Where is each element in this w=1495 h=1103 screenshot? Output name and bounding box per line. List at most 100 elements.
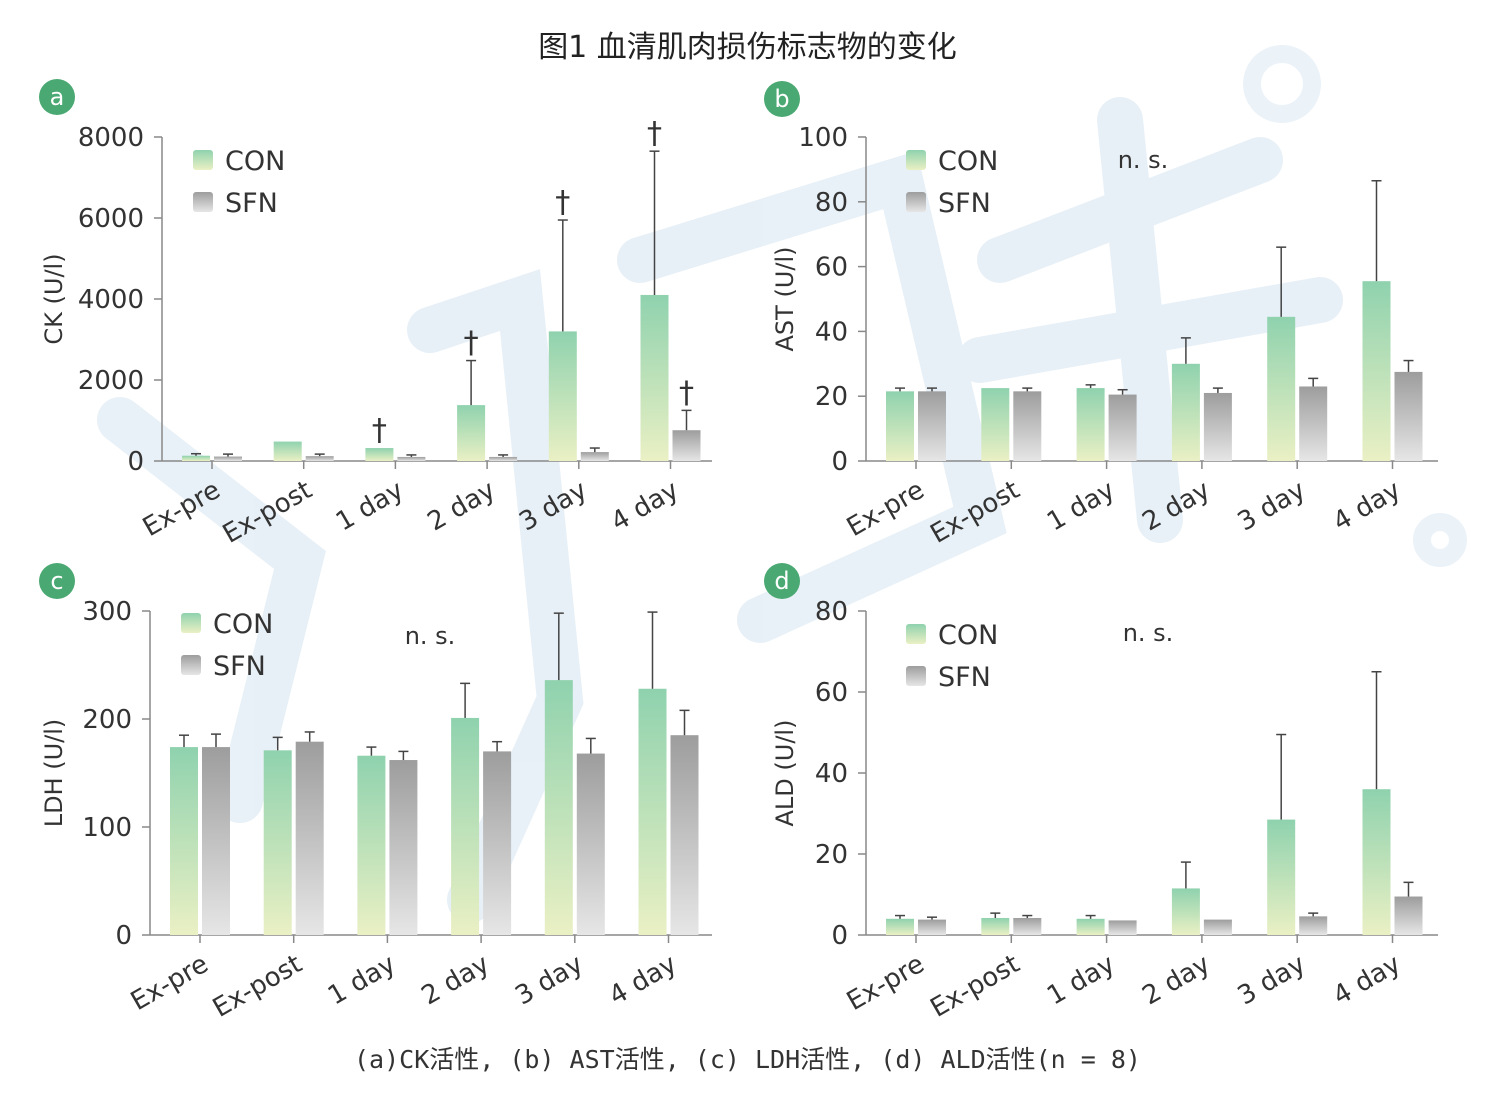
y-tick-label: 80 — [815, 597, 848, 627]
legend-swatch-sfn — [906, 666, 926, 686]
bar-con — [1362, 281, 1391, 461]
y-axis-label: CK (U/l) — [40, 253, 68, 344]
bar-con — [544, 680, 573, 935]
y-tick-label: 2000 — [78, 366, 144, 396]
panel-label: c — [50, 567, 63, 595]
y-tick-label: 60 — [815, 678, 848, 708]
panel-label-badge: c — [39, 563, 75, 599]
panel-label: b — [774, 85, 789, 113]
bar-sfn — [1013, 391, 1042, 461]
y-axis-label: AST (U/l) — [771, 247, 799, 352]
x-tick-label: 1 day — [1042, 949, 1120, 1011]
panel-badge-circle — [39, 79, 75, 115]
y-tick-label: 0 — [831, 447, 848, 477]
panel-label-badge: a — [39, 79, 75, 115]
y-axis-label: ALD (U/l) — [771, 720, 799, 827]
y-axis-label: LDH (U/l) — [40, 719, 68, 828]
bar-con — [182, 455, 210, 461]
significance-marker: † — [647, 116, 662, 151]
legend-label-sfn: SFN — [213, 651, 266, 682]
y-tick-label: 200 — [82, 705, 132, 735]
bar-con — [981, 917, 1010, 935]
y-tick-label: 60 — [815, 253, 848, 283]
bar-sfn — [489, 456, 518, 461]
figure-caption: (a)CK活性, (b) AST活性, (c) LDH活性, (d) ALD活性… — [353, 1045, 1141, 1074]
bar-con — [1171, 888, 1200, 935]
panel-badge-circle — [39, 563, 75, 599]
bar-sfn — [1299, 386, 1328, 461]
bar-sfn — [918, 391, 946, 461]
bar-con — [273, 441, 302, 461]
y-tick-label: 20 — [815, 840, 848, 870]
bar-con — [1076, 388, 1105, 461]
y-tick-label: 0 — [115, 921, 132, 951]
legend-swatch-con — [193, 150, 213, 170]
panel-label-badge: b — [764, 81, 800, 117]
bar-sfn — [670, 735, 699, 935]
bar-sfn — [1203, 919, 1232, 935]
bar-con — [357, 755, 386, 935]
x-tick-label: 4 day — [1328, 949, 1406, 1011]
bar-sfn — [1394, 896, 1423, 935]
panel-label-badge: d — [764, 563, 800, 599]
y-tick-label: 80 — [815, 188, 848, 218]
bar-con — [457, 405, 486, 461]
bar-sfn — [576, 753, 605, 935]
legend-swatch-con — [906, 150, 926, 170]
y-tick-label: 0 — [831, 921, 848, 951]
legend-swatch-con — [906, 624, 926, 644]
panel-label: a — [50, 83, 65, 111]
bar-sfn — [1203, 392, 1232, 461]
bar-con — [451, 717, 480, 935]
bar-con — [263, 750, 292, 935]
bar-con — [1267, 819, 1296, 935]
bar-sfn — [214, 456, 242, 461]
bar-sfn — [397, 456, 426, 461]
legend-swatch-con — [181, 613, 201, 633]
legend-swatch-sfn — [193, 192, 213, 212]
significance-marker: † — [372, 413, 387, 448]
y-tick-label: 40 — [815, 759, 848, 789]
x-tick-label: Ex-post — [925, 949, 1024, 1024]
y-tick-label: 0 — [127, 447, 144, 477]
panel-label: d — [774, 567, 789, 595]
bar-con — [638, 688, 667, 935]
legend-label-con: CON — [213, 609, 273, 640]
ns-annotation: n. s. — [1123, 619, 1174, 647]
y-tick-label: 4000 — [78, 285, 144, 315]
x-tick-label: 3 day — [1233, 949, 1311, 1011]
bar-sfn — [672, 430, 701, 461]
bar-sfn — [1394, 371, 1423, 461]
y-tick-label: 300 — [82, 597, 132, 627]
legend-label-con: CON — [225, 146, 285, 177]
ns-annotation: n. s. — [1118, 146, 1169, 174]
bar-sfn — [1108, 920, 1137, 935]
bar-con — [640, 294, 669, 461]
bar-sfn — [305, 456, 334, 461]
bar-sfn — [918, 919, 946, 935]
bar-sfn — [389, 760, 418, 935]
panel-badge-circle — [764, 563, 800, 599]
bar-con — [170, 747, 198, 935]
bar-sfn — [295, 741, 324, 935]
y-tick-label: 20 — [815, 382, 848, 412]
significance-marker: † — [464, 326, 479, 361]
y-tick-label: 6000 — [78, 204, 144, 234]
bar-con — [1076, 918, 1105, 935]
x-tick-label: Ex-pre — [842, 949, 930, 1017]
bar-con — [1171, 363, 1200, 461]
legend-label-sfn: SFN — [938, 662, 991, 693]
bar-sfn — [1108, 394, 1137, 461]
y-tick-label: 40 — [815, 317, 848, 347]
bar-con — [365, 448, 394, 461]
bar-con — [1267, 316, 1296, 461]
bar-con — [981, 388, 1010, 461]
y-tick-label: 100 — [798, 123, 848, 153]
bar-sfn — [483, 751, 512, 935]
bar-con — [886, 391, 914, 461]
significance-marker: † — [679, 375, 694, 410]
